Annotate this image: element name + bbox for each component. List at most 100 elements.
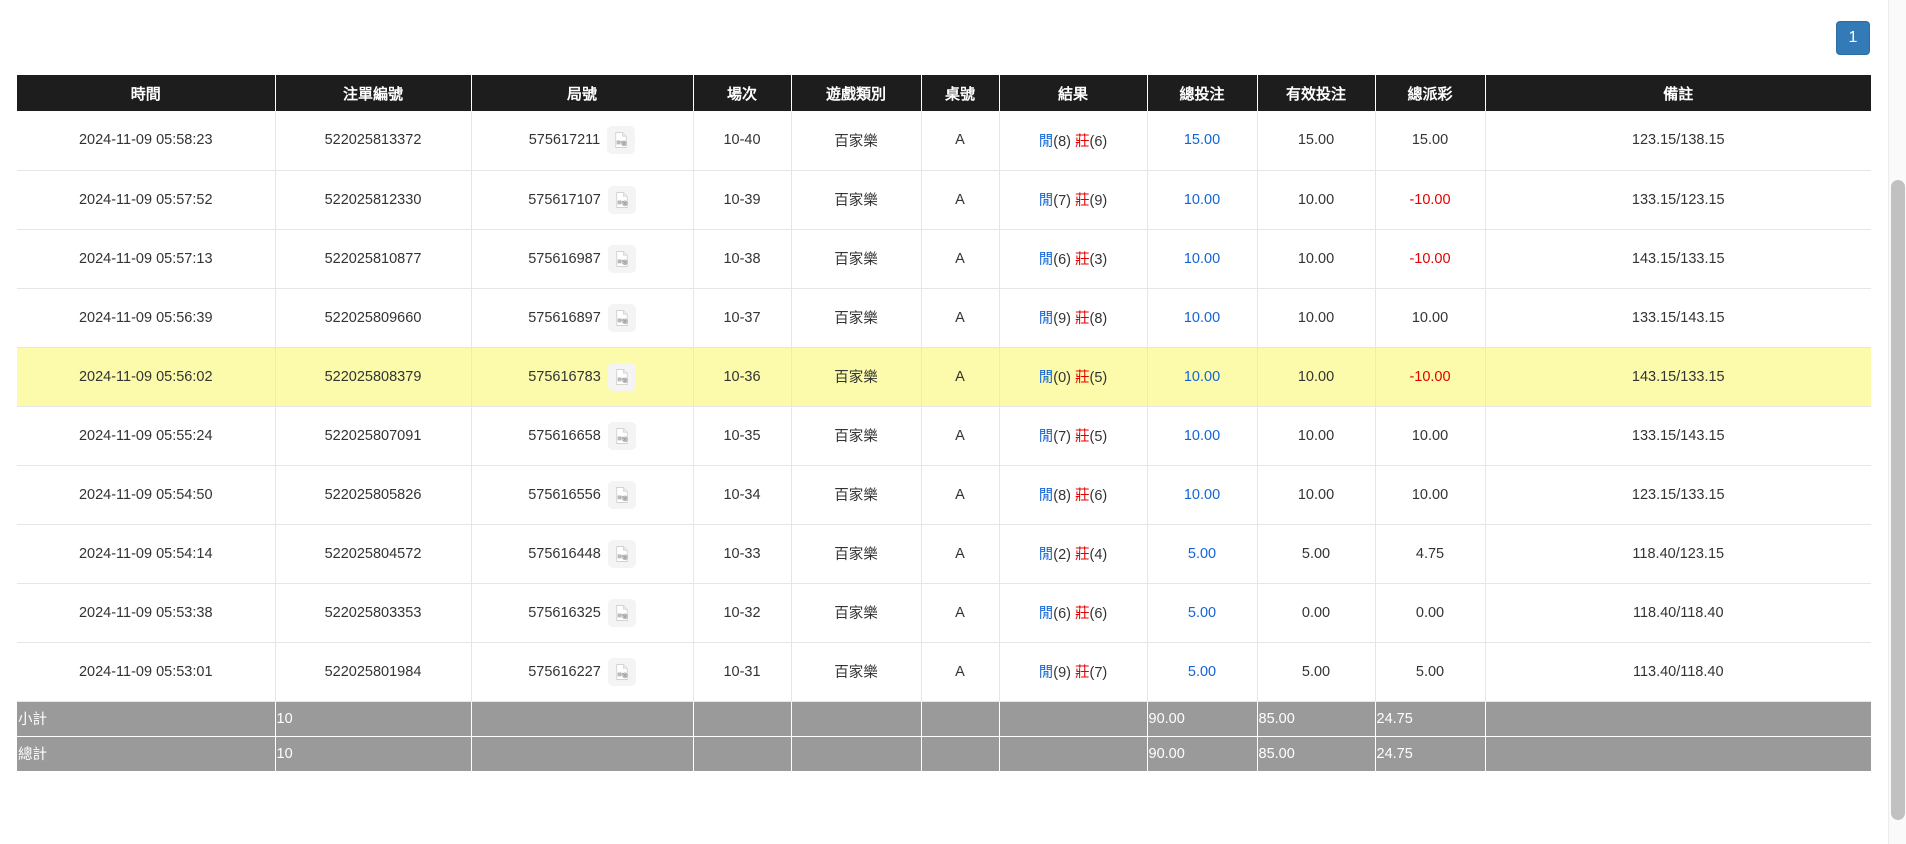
cell-time: 2024-11-09 05:56:39	[17, 287, 276, 348]
cell-total-bet: 15.00	[1146, 111, 1258, 171]
video-file-icon[interactable]	[607, 480, 636, 509]
video-file-icon[interactable]	[607, 362, 636, 391]
result-player-label: 閒	[1038, 665, 1054, 681]
result-banker-label: 莊	[1075, 488, 1090, 504]
result-banker-score: (6)	[1089, 133, 1108, 150]
cell-bet-id: 522025809660	[274, 287, 472, 348]
vertical-scrollbar[interactable]	[1888, 0, 1906, 844]
cell-valid-bet: 15.00	[1256, 111, 1376, 171]
video-file-icon[interactable]	[607, 185, 636, 214]
valid-bet-value: 10.00	[1297, 368, 1335, 385]
column-header-session[interactable]: 場次	[692, 75, 792, 111]
total-bet-link[interactable]: 10.00	[1183, 191, 1221, 208]
cell-remark: 143.15/133.15	[1484, 346, 1871, 407]
total-bet-link[interactable]: 10.00	[1183, 486, 1221, 503]
column-header-table-no[interactable]: 桌號	[920, 75, 1000, 111]
valid-bet-value: 5.00	[1301, 545, 1331, 562]
result-banker-label: 莊	[1075, 193, 1090, 209]
total-bet-link[interactable]: 10.00	[1183, 250, 1221, 267]
cell-total-bet: 10.00	[1146, 228, 1258, 289]
column-header-remark[interactable]: 備註	[1484, 75, 1871, 111]
total-payout-value: 5.00	[1415, 663, 1445, 680]
video-file-icon[interactable]	[607, 244, 636, 273]
table-row[interactable]: 2024-11-09 05:56:02 522025808379 575616783…	[17, 346, 1871, 407]
cell-round: 575617107	[470, 169, 694, 230]
round-number: 575616897	[528, 309, 601, 326]
cell-remark: 123.15/133.15	[1484, 464, 1871, 525]
cell-result: 閒(0) 莊(5)	[998, 346, 1148, 407]
vertical-scrollbar-thumb[interactable]	[1891, 180, 1905, 820]
result-player-label: 閒	[1038, 311, 1054, 327]
column-header-result[interactable]: 結果	[998, 75, 1148, 111]
result-banker-label: 莊	[1075, 252, 1090, 268]
column-header-total-bet[interactable]: 總投注	[1146, 75, 1258, 111]
video-file-icon[interactable]	[607, 421, 636, 450]
result-banker-label: 莊	[1075, 606, 1090, 622]
summary-count: 10	[274, 700, 472, 737]
column-header-total-payout[interactable]: 總派彩	[1374, 75, 1486, 111]
result-banker-score: (5)	[1089, 429, 1108, 445]
video-file-icon[interactable]	[607, 598, 636, 627]
table-row[interactable]: 2024-11-09 05:53:01 522025801984 575616227…	[17, 641, 1871, 702]
result-banker-label: 莊	[1075, 370, 1090, 386]
result-banker-score: (9)	[1089, 193, 1108, 209]
cell-total-payout: 0.00	[1374, 582, 1486, 643]
table-row[interactable]: 2024-11-09 05:57:13 522025810877 575616987…	[17, 228, 1871, 289]
result-banker-label: 莊	[1075, 429, 1090, 445]
summary-result	[998, 700, 1148, 737]
column-header-valid-bet[interactable]: 有效投注	[1256, 75, 1376, 111]
table-row[interactable]: 2024-11-09 05:54:14 522025804572 575616448…	[17, 523, 1871, 584]
column-header-bet-id[interactable]: 注單編號	[274, 75, 472, 111]
cell-time: 2024-11-09 05:53:38	[17, 582, 276, 643]
cell-total-payout: -10.00	[1374, 228, 1486, 289]
cell-result: 閒(2) 莊(4)	[998, 523, 1148, 584]
total-bet-link[interactable]: 15.00	[1183, 132, 1221, 149]
cell-result: 閒(9) 莊(8)	[998, 287, 1148, 348]
table-row[interactable]: 2024-11-09 05:55:24 522025807091 575616658…	[17, 405, 1871, 466]
table-row[interactable]: 2024-11-09 05:53:38 522025803353 575616325…	[17, 582, 1871, 643]
cell-time: 2024-11-09 05:54:14	[17, 523, 276, 584]
total-bet-link[interactable]: 5.00	[1187, 545, 1217, 562]
cell-total-payout: -10.00	[1374, 346, 1486, 407]
table-row[interactable]: 2024-11-09 05:58:23 522025813372 575617211…	[17, 111, 1871, 171]
total-payout-value: 10.00	[1411, 486, 1449, 503]
cell-total-bet: 10.00	[1146, 405, 1258, 466]
pagination-bar: 1	[0, 0, 1888, 75]
video-file-icon[interactable]	[607, 303, 636, 332]
result-banker-label: 莊	[1075, 547, 1090, 563]
total-bet-link[interactable]: 5.00	[1187, 604, 1217, 621]
cell-bet-id: 522025813372	[274, 111, 472, 171]
cell-game-type: 百家樂	[790, 346, 922, 407]
cell-bet-id: 522025801984	[274, 641, 472, 702]
cell-round: 575616448	[470, 523, 694, 584]
cell-total-payout: 10.00	[1374, 405, 1486, 466]
column-header-time[interactable]: 時間	[17, 75, 276, 111]
cell-valid-bet: 5.00	[1256, 641, 1376, 702]
result-player-label: 閒	[1038, 252, 1054, 268]
table-row[interactable]: 2024-11-09 05:54:50 522025805826 575616556…	[17, 464, 1871, 525]
result-player-label: 閒	[1038, 429, 1054, 445]
summary-round	[470, 700, 694, 737]
video-file-icon[interactable]	[607, 539, 636, 568]
cell-bet-id: 522025807091	[274, 405, 472, 466]
cell-game-type: 百家樂	[790, 169, 922, 230]
column-header-round[interactable]: 局號	[470, 75, 694, 111]
column-header-game-type[interactable]: 遊戲類別	[790, 75, 922, 111]
video-file-icon[interactable]	[607, 657, 636, 686]
cell-round: 575616783	[470, 346, 694, 407]
cell-result: 閒(6) 莊(3)	[998, 228, 1148, 289]
table-row[interactable]: 2024-11-09 05:57:52 522025812330 575617107…	[17, 169, 1871, 230]
pagination-page-1[interactable]: 1	[1836, 20, 1870, 55]
round-number: 575616325	[528, 604, 601, 621]
cell-remark: 118.40/123.15	[1484, 523, 1871, 584]
summary-game-type	[790, 735, 922, 772]
video-file-icon[interactable]	[607, 126, 636, 155]
cell-bet-id: 522025805826	[274, 464, 472, 525]
total-payout-value: -10.00	[1409, 368, 1451, 385]
table-row[interactable]: 2024-11-09 05:56:39 522025809660 575616897…	[17, 287, 1871, 348]
total-bet-link[interactable]: 10.00	[1183, 427, 1221, 444]
total-bet-link[interactable]: 10.00	[1183, 368, 1221, 385]
summary-table-no	[920, 700, 1000, 737]
total-bet-link[interactable]: 10.00	[1183, 309, 1221, 326]
total-bet-link[interactable]: 5.00	[1187, 663, 1217, 680]
